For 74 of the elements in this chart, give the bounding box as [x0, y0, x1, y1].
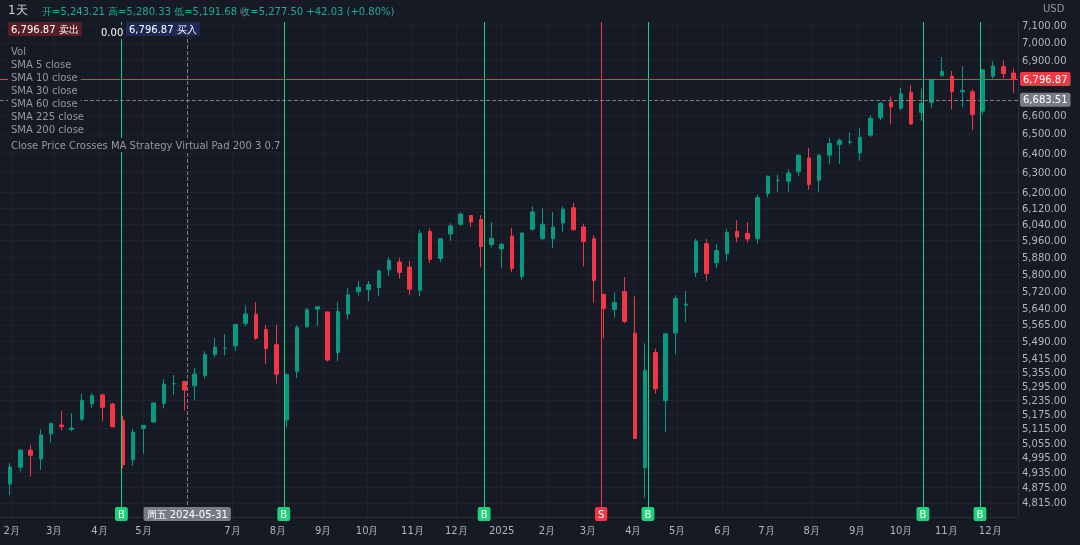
y-tick-label: 5,880.00	[1022, 251, 1067, 263]
x-tick-label: 2月	[538, 524, 556, 536]
y-tick-label: 5,235.00	[1022, 394, 1067, 406]
x-tick-label: 2025	[488, 524, 515, 536]
y-tick-label: 4,995.00	[1022, 452, 1067, 464]
x-tick-label: 5月	[135, 524, 152, 536]
x-tick-label: 8月	[269, 524, 287, 536]
annotation: SMA 225 close	[11, 110, 85, 122]
y-tick-label: 6,200.00	[1022, 186, 1067, 198]
annotation: SMA 10 close	[11, 71, 78, 83]
y-tick-label: 5,490.00	[1022, 336, 1067, 348]
x-tick-label: 6月	[714, 524, 731, 536]
x-tick-label: 8月	[803, 524, 820, 536]
y-tick-label: 5,800.00	[1022, 268, 1067, 280]
y-tick-label: 7,100.00	[1022, 19, 1067, 31]
annotation: 0.00	[101, 26, 124, 38]
ref-line-label: 周五 2024-05-31	[146, 508, 228, 520]
x-tick-label: 9月	[848, 524, 866, 536]
x-tick-label: 11月	[401, 524, 424, 536]
y-tick-label: 6,040.00	[1022, 218, 1067, 230]
annotation: 6,796.87 买入	[129, 23, 197, 35]
y-tick-label: 6,400.00	[1022, 147, 1067, 159]
y-tick-label: 7,000.00	[1022, 37, 1067, 49]
ref-line-label: B	[644, 508, 652, 520]
y-tick-label: 6,300.00	[1022, 166, 1067, 178]
annotation: Close Price Crosses MA Strategy Virtual Pad 200 3 0.7	[11, 139, 281, 151]
ref-line-label: S	[597, 508, 605, 520]
y-tick-label: 6,900.00	[1022, 55, 1067, 67]
annotation: SMA 30 close	[11, 84, 78, 96]
x-tick-label: 5月	[669, 524, 686, 536]
ref-line-label: 6,796.87	[1023, 73, 1068, 85]
y-tick-label: 5,175.00	[1022, 408, 1067, 420]
x-tick-label: 11月	[934, 524, 958, 536]
x-tick-label: 2月	[3, 524, 20, 536]
y-tick-label: 4,935.00	[1022, 467, 1067, 479]
x-tick-label: 3月	[45, 524, 63, 536]
y-tick-label: 5,295.00	[1022, 380, 1067, 392]
x-tick-label: 7月	[224, 524, 241, 536]
y-tick-label: 4,875.00	[1022, 482, 1067, 494]
text: USD	[1043, 2, 1065, 14]
ref-line-label: B	[919, 508, 927, 520]
x-tick-label: 7月	[758, 524, 775, 536]
x-tick-label: 4月	[625, 524, 642, 536]
y-tick-label: 5,355.00	[1022, 366, 1067, 378]
y-tick-label: 5,055.00	[1022, 437, 1067, 449]
y-tick-label: 5,640.00	[1022, 302, 1067, 314]
y-tick-label: 6,600.00	[1022, 109, 1067, 121]
annotation: SMA 200 close	[11, 123, 85, 135]
x-tick-label: 12月	[444, 524, 468, 536]
annotation: 6,796.87 卖出	[11, 23, 79, 35]
ref-line-label: B	[117, 508, 125, 520]
x-tick-label: 10月	[355, 524, 379, 536]
y-tick-label: 5,960.00	[1022, 235, 1067, 247]
y-tick-label: 6,120.00	[1022, 202, 1067, 214]
ref-line-label: 6,683.51	[1023, 94, 1068, 106]
chart-title: 1天	[8, 3, 28, 17]
y-tick-label: 5,565.00	[1022, 319, 1067, 331]
x-tick-label: 10月	[889, 524, 913, 536]
x-tick-label: 12月	[978, 524, 1002, 536]
x-tick-label: 9月	[315, 524, 332, 536]
x-tick-label: 3月	[579, 524, 597, 536]
ref-line-label: B	[280, 508, 288, 520]
y-tick-label: 5,115.00	[1022, 423, 1067, 435]
ref-line-label: B	[480, 508, 488, 520]
y-tick-label: 5,415.00	[1022, 353, 1067, 365]
chart-subtitle: 开=5,243.21 高=5,280.33 低=5,191.68 收=5,277.50 +42.03 (+0.80%)	[42, 5, 395, 17]
x-tick-label: 4月	[91, 524, 108, 536]
y-tick-label: 6,500.00	[1022, 128, 1067, 140]
ref-line-label: B	[976, 508, 984, 520]
annotation: Vol	[11, 45, 26, 57]
annotation: SMA 5 close	[11, 58, 72, 70]
y-tick-label: 5,720.00	[1022, 285, 1067, 297]
annotation: SMA 60 close	[11, 97, 78, 109]
y-tick-label: 4,815.00	[1022, 497, 1067, 509]
